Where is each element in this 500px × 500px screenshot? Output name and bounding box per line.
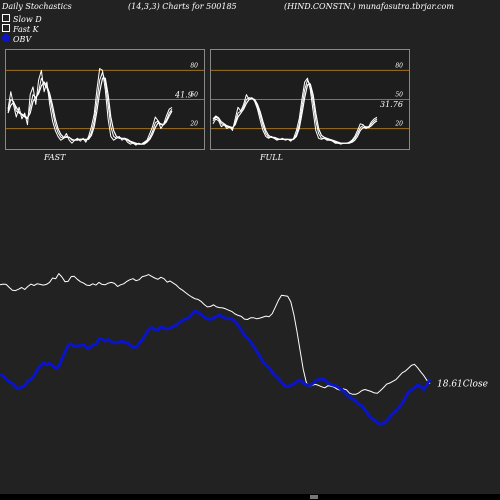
slow-d-swatch [2, 14, 10, 22]
close-line [0, 274, 430, 395]
fast-stochastic-panel: 80 50 20 41.9 [5, 49, 205, 150]
fast-tick-label-80: 80 [190, 62, 198, 69]
full-stochastic-chart: 80 50 20 31.76 [211, 50, 409, 149]
chart-symbol: (HIND.CONSTN.) munafasutra.tbrjar.com [284, 2, 454, 11]
fast-last-value-label: 41.9 [174, 90, 193, 99]
obv-swatch [2, 34, 10, 42]
legend-label-fast-k: Fast K [13, 25, 39, 34]
full-stochastic-panel: 80 50 20 31.76 [210, 49, 410, 150]
legend-label-obv: OBV [13, 35, 31, 44]
bottom-strip [0, 494, 500, 500]
obv-line [0, 311, 430, 425]
fast-series-line-0 [8, 69, 172, 146]
full-tick-label-80: 80 [395, 62, 403, 69]
fast-k-swatch [2, 24, 10, 32]
fast-tick-label-20: 20 [189, 121, 198, 128]
legend-item-fast-k: Fast K [2, 24, 39, 34]
legend-item-slow-d: Slow D [2, 14, 42, 24]
legend-item-obv: OBV [2, 34, 31, 44]
scroll-marker [310, 495, 318, 499]
full-series-line-0 [213, 78, 377, 144]
close-value-label: 18.61Close [437, 380, 488, 390]
close-obv-chart: 18.61Close [0, 160, 500, 500]
legend-label-slow-d: Slow D [13, 15, 42, 24]
full-last-value-label: 31.76 [380, 100, 403, 109]
chart-params: (14,3,3) Charts for 500185 [128, 2, 237, 11]
full-tick-label-50: 50 [395, 92, 403, 99]
chart-title: Daily Stochastics [2, 2, 72, 11]
full-tick-label-20: 20 [394, 121, 403, 128]
